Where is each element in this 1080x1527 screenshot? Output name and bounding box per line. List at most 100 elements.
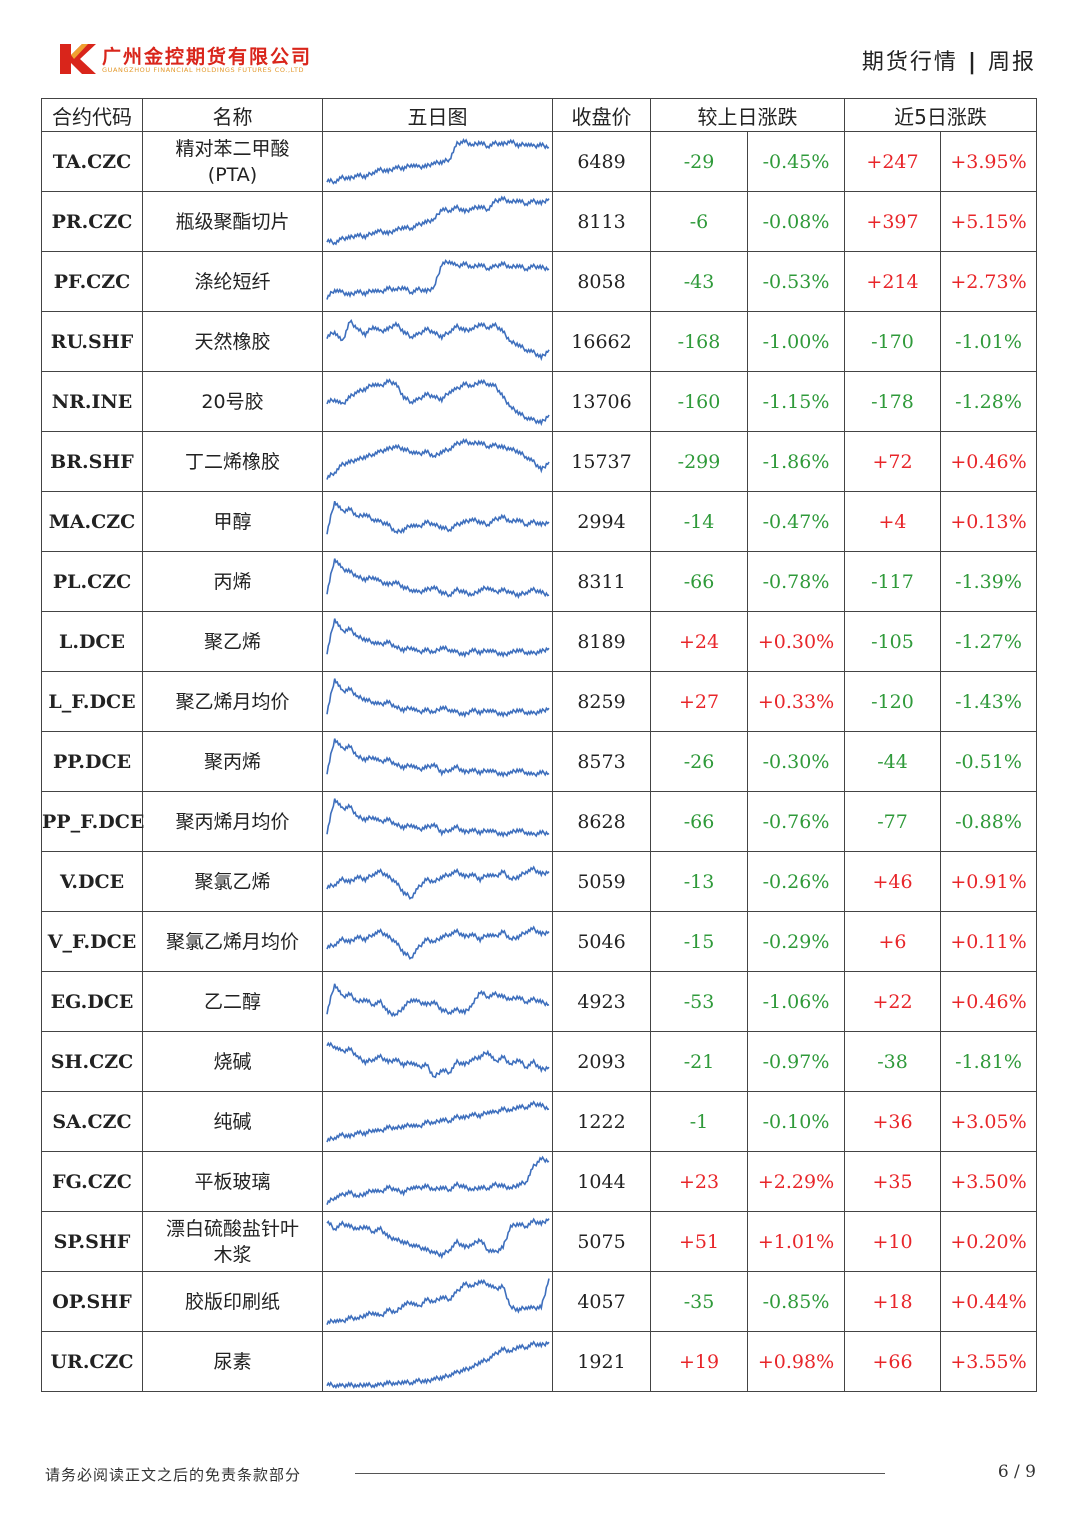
close-price: 6489 xyxy=(552,131,651,192)
weekly-change: +66 xyxy=(844,1331,941,1392)
sparkline-chart xyxy=(325,677,550,718)
daily-change-pct: -1.00% xyxy=(747,311,845,372)
daily-change-pct: -0.85% xyxy=(747,1271,845,1332)
company-name-en: GUANGZHOU FINANCIAL HOLDINGS FUTURES CO.… xyxy=(102,66,305,74)
weekly-change-pct: -1.27% xyxy=(939,611,1038,672)
weekly-change: +6 xyxy=(844,911,941,972)
weekly-change-pct: +0.11% xyxy=(939,911,1038,972)
sparkline-path xyxy=(325,377,550,426)
contract-name-line1: 胶版印刷纸 xyxy=(184,1290,280,1313)
table-row: MA.CZC 甲醇 2994 -14 -0.47% +4 +0.13% xyxy=(41,491,1038,552)
sparkline-chart xyxy=(325,1339,550,1389)
contract-name: 天然橡胶 xyxy=(142,311,323,372)
contract-name: 漂白硫酸盐针叶 木浆 xyxy=(142,1211,323,1272)
sparkline-chart xyxy=(325,557,549,599)
close-price: 2994 xyxy=(552,491,651,552)
daily-change-pct: -0.08% xyxy=(747,191,845,252)
weekly-change-pct: +5.15% xyxy=(939,191,1038,252)
five-day-chart xyxy=(322,911,553,972)
contract-code: MA.CZC xyxy=(41,491,143,552)
table-row: V_F.DCE 聚氯乙烯月均价 5046 -15 -0.29% +6 +0.11% xyxy=(41,911,1038,972)
table-row: OP.SHF 胶版印刷纸 4057 -35 -0.85% +18 +0.44% xyxy=(41,1271,1038,1332)
five-day-chart xyxy=(322,671,553,732)
contract-code: SA.CZC xyxy=(41,1091,143,1152)
daily-change: -1 xyxy=(650,1091,748,1152)
daily-change: -6 xyxy=(650,191,748,252)
table-row: PF.CZC 涤纶短纤 8058 -43 -0.53% +214 +2.73% xyxy=(41,251,1038,312)
table-row: PL.CZC 丙烯 8311 -66 -0.78% -117 -1.39% xyxy=(41,551,1038,612)
daily-change: -53 xyxy=(650,971,748,1032)
contract-name-line1: 丁二烯橡胶 xyxy=(184,450,280,473)
contract-name-line1: 瓶级聚酯切片 xyxy=(175,210,290,233)
table-row: NR.INE 20号胶 13706 -160 -1.15% -178 -1.28% xyxy=(41,371,1038,432)
close-price: 8058 xyxy=(552,251,651,312)
table-row: PP.DCE 聚丙烯 8573 -26 -0.30% -44 -0.51% xyxy=(41,731,1038,792)
five-day-chart xyxy=(322,491,553,552)
five-day-chart xyxy=(322,431,553,492)
disclaimer-note: 请务必阅读正文之后的免责条款部分 xyxy=(45,1466,302,1484)
daily-change: +19 xyxy=(650,1331,748,1392)
close-price: 5059 xyxy=(552,851,651,912)
daily-change-pct: -0.76% xyxy=(747,791,845,852)
daily-change: -299 xyxy=(650,431,748,492)
weekly-change-pct: +0.44% xyxy=(939,1271,1038,1332)
weekly-change-pct: -1.43% xyxy=(939,671,1038,732)
sparkline-path xyxy=(325,194,550,246)
five-day-chart xyxy=(322,1331,553,1392)
contract-code: V_F.DCE xyxy=(41,911,143,972)
five-day-chart xyxy=(322,551,553,612)
contract-code: PF.CZC xyxy=(41,251,143,312)
daily-change-pct: -1.15% xyxy=(747,371,845,432)
col-header-name: 名称 xyxy=(142,98,323,132)
contract-name-line1: 纯碱 xyxy=(213,1110,252,1133)
weekly-change-pct: -1.28% xyxy=(939,371,1038,432)
table-header-row: 合约代码 名称 五日图 收盘价 较上日涨跌 近5日涨跌 xyxy=(41,98,1038,132)
table-row: SP.SHF 漂白硫酸盐针叶 木浆 5075 +51 +1.01% +10 +0.20% xyxy=(41,1211,1038,1272)
contract-code: SP.SHF xyxy=(41,1211,143,1272)
daily-change-pct: -0.26% xyxy=(747,851,845,912)
daily-change: -13 xyxy=(650,851,748,912)
weekly-change: -44 xyxy=(844,731,941,792)
sparkline-chart xyxy=(325,1099,549,1142)
daily-change: +24 xyxy=(650,611,748,672)
daily-change-pct: -1.06% xyxy=(747,971,845,1032)
contract-code: L.DCE xyxy=(41,611,143,672)
close-price: 2093 xyxy=(552,1031,651,1092)
sparkline-chart xyxy=(325,318,550,361)
contract-code: NR.INE xyxy=(41,371,143,432)
contract-name-line1: 尿素 xyxy=(213,1350,252,1373)
weekly-change-pct: -1.01% xyxy=(939,311,1038,372)
col-header-daily-change: 较上日涨跌 xyxy=(650,98,845,132)
sparkline-path xyxy=(325,924,550,960)
five-day-chart xyxy=(322,1151,553,1212)
contract-name-line1: 聚丙烯月均价 xyxy=(175,810,290,833)
table-row: SA.CZC 纯碱 1222 -1 -0.10% +36 +3.05% xyxy=(41,1091,1038,1152)
contract-code: RU.SHF xyxy=(41,311,143,372)
daily-change-pct: -0.29% xyxy=(747,911,845,972)
contract-name-line1: 精对苯二甲酸 xyxy=(175,137,290,160)
k-logo-icon xyxy=(58,42,98,76)
contract-name: 瓶级聚酯切片 xyxy=(142,191,323,252)
daily-change: -14 xyxy=(650,491,748,552)
weekly-change: +4 xyxy=(844,491,941,552)
contract-name-line1: 天然橡胶 xyxy=(194,330,271,353)
weekly-change: -120 xyxy=(844,671,941,732)
weekly-change-pct: +3.55% xyxy=(939,1331,1038,1392)
contract-name: 烧碱 xyxy=(142,1031,323,1092)
daily-change: -35 xyxy=(650,1271,748,1332)
page-number: 6 / 9 xyxy=(997,1462,1036,1482)
table-row: UR.CZC 尿素 1921 +19 +0.98% +66 +3.55% xyxy=(41,1331,1038,1392)
contract-code: PP_F.DCE xyxy=(41,791,144,852)
contract-name-line1: 漂白硫酸盐针叶 xyxy=(165,1217,299,1240)
contract-name: 胶版印刷纸 xyxy=(142,1271,323,1332)
contract-name: 聚氯乙烯月均价 xyxy=(142,911,323,972)
five-day-chart xyxy=(322,1271,553,1332)
daily-change: -15 xyxy=(650,911,748,972)
daily-change-pct: -0.30% xyxy=(747,731,845,792)
sparkline-chart xyxy=(325,797,549,838)
five-day-chart xyxy=(322,251,553,312)
contract-name: 20号胶 xyxy=(142,371,323,432)
close-price: 5046 xyxy=(552,911,651,972)
close-price: 8311 xyxy=(552,551,651,612)
sparkline-chart xyxy=(325,1277,550,1325)
